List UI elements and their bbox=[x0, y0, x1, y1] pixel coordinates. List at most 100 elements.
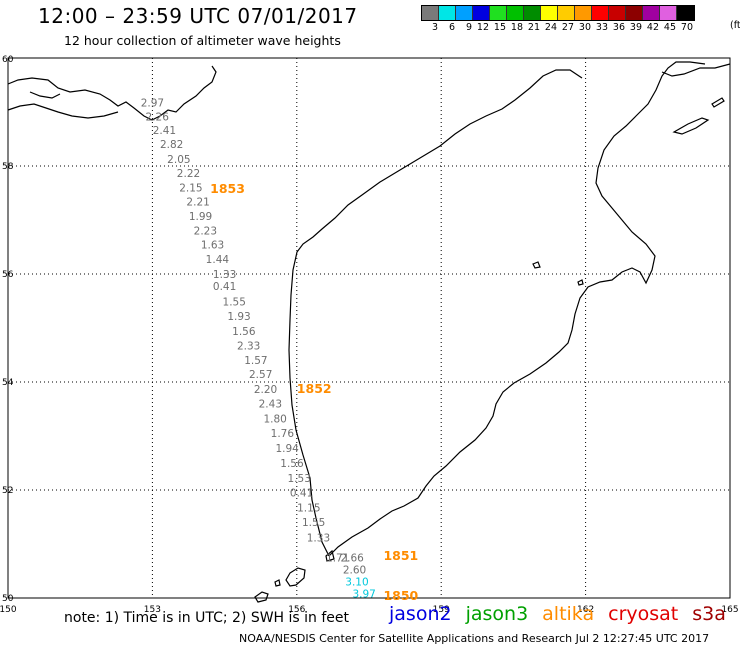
scale-label: 24 bbox=[544, 22, 557, 33]
wave-height-reading: 2.97 bbox=[141, 98, 164, 110]
wave-height-reading: 2.05 bbox=[167, 154, 190, 166]
scale-swatch bbox=[524, 6, 541, 20]
pass-time-label: 1852 bbox=[297, 381, 332, 396]
longitude-tick-label: 159 bbox=[433, 605, 450, 615]
wave-height-reading: 0.41 bbox=[290, 487, 313, 499]
axis-labels: 150 153 156 159 162 165 60 58 56 54 52 50 bbox=[0, 55, 739, 615]
pass-time-label: 1851 bbox=[383, 548, 418, 563]
wave-height-reading: 0.41 bbox=[213, 281, 236, 293]
scale-label: 3 bbox=[431, 22, 438, 33]
scale-swatch bbox=[473, 6, 490, 20]
wave-height-reading: 1.55 bbox=[223, 296, 246, 308]
scale-label: 45 bbox=[663, 22, 676, 33]
scale-swatch bbox=[541, 6, 558, 20]
scale-swatch bbox=[558, 6, 575, 20]
satellite-label-altika: altika bbox=[542, 603, 595, 625]
wave-height-reading: 1.99 bbox=[189, 211, 212, 223]
wave-height-reading: 2.57 bbox=[249, 369, 272, 381]
wave-height-reading: 1.63 bbox=[201, 240, 224, 252]
satellite-track: 2.97 2.262.41 2.82 2.05 2.22 2.15 2.21 1.99 2.23… bbox=[141, 98, 419, 604]
scale-swatch bbox=[422, 6, 439, 20]
coastline bbox=[7, 61, 731, 603]
kamchatka-peninsula-cape bbox=[661, 63, 731, 77]
satellite-label-s3a: s3a bbox=[692, 603, 726, 625]
pass-time-label: 1850 bbox=[383, 588, 418, 603]
wave-height-reading: 2.21 bbox=[186, 196, 209, 208]
latitude-tick-label: 50 bbox=[2, 594, 14, 604]
satellite-label-jason2: jason2 bbox=[389, 603, 452, 625]
map-frame bbox=[7, 57, 731, 599]
wave-height-reading: 2.15 bbox=[179, 182, 202, 194]
east-coast-islet bbox=[577, 279, 584, 286]
wave-height-reading: 1.80 bbox=[263, 414, 286, 426]
color-scale-labels: 3 6 9 12 15 18 21 24 27 30 33 36 39 42 45 70 bbox=[421, 22, 695, 33]
scale-label: 18 bbox=[510, 22, 523, 33]
latitude-tick-label: 58 bbox=[2, 162, 14, 172]
scale-label: 30 bbox=[578, 22, 591, 33]
wave-height-reading: 3.10 bbox=[345, 577, 368, 589]
scale-swatch bbox=[643, 6, 660, 20]
scale-swatch bbox=[626, 6, 643, 20]
wave-height-reading: 1.55 bbox=[302, 517, 325, 529]
scale-swatch bbox=[660, 6, 677, 20]
scale-label: 70 bbox=[680, 22, 693, 33]
wave-height-reading: 3.97 bbox=[352, 588, 375, 600]
nagaeva-bay bbox=[29, 91, 61, 99]
scale-label: 12 bbox=[476, 22, 489, 33]
paramushir-island bbox=[285, 567, 306, 587]
scale-label: 39 bbox=[629, 22, 642, 33]
wave-height-reading: 2.33 bbox=[237, 341, 260, 353]
wave-height-reading: 2.23 bbox=[194, 226, 217, 238]
scale-label: 6 bbox=[448, 22, 455, 33]
wave-height-reading: 2.41 bbox=[153, 125, 176, 137]
koni-peninsula bbox=[7, 103, 119, 119]
scale-swatch bbox=[490, 6, 507, 20]
scale-swatch bbox=[439, 6, 456, 20]
scale-swatch bbox=[507, 6, 524, 20]
wave-height-reading: 2.82 bbox=[160, 139, 183, 151]
wave-height-reading: 1.94 bbox=[275, 443, 299, 455]
wave-height-reading: 2.26 bbox=[146, 112, 170, 124]
page-title: 12:00 – 23:59 UTC 07/01/2017 bbox=[38, 4, 358, 28]
wave-height-reading: 2.66 bbox=[340, 552, 364, 564]
latitude-tick-label: 52 bbox=[2, 486, 13, 496]
footer-credit: NOAA/NESDIS Center for Satellite Applica… bbox=[239, 632, 710, 645]
magadan-coast bbox=[7, 65, 217, 121]
medny-island bbox=[711, 97, 725, 108]
wave-height-reading: 1.33 bbox=[307, 532, 330, 544]
karaginsky-islet bbox=[532, 261, 541, 269]
page-subtitle: 12 hour collection of altimeter wave hei… bbox=[64, 33, 341, 48]
kamchatka-west-coast bbox=[288, 69, 583, 557]
scale-label: 9 bbox=[465, 22, 472, 33]
scale-label: 42 bbox=[646, 22, 659, 33]
scale-label: 33 bbox=[595, 22, 608, 33]
satellite-label-cryosat: cryosat bbox=[608, 603, 679, 625]
scale-label: 15 bbox=[493, 22, 506, 33]
scale-swatch bbox=[677, 6, 694, 20]
wave-height-reading: 1.33 bbox=[213, 269, 236, 281]
color-scale-bar bbox=[421, 5, 695, 21]
map-note: note: 1) Time is in UTC; 2) SWH is in fe… bbox=[64, 610, 350, 626]
bering-island bbox=[672, 117, 710, 135]
longitude-tick-label: 153 bbox=[144, 605, 161, 615]
satellite-label-jason3: jason3 bbox=[465, 603, 529, 625]
longitude-tick-label: 150 bbox=[0, 605, 17, 615]
atlasov-island bbox=[274, 579, 281, 587]
wave-height-reading: 1.56 bbox=[232, 326, 256, 338]
wave-height-reading: 1.44 bbox=[206, 254, 230, 266]
wave-height-reading: 1.15 bbox=[297, 503, 320, 515]
wave-height-reading: 1.53 bbox=[288, 473, 311, 485]
map-grid bbox=[7, 57, 731, 599]
scale-label: 36 bbox=[612, 22, 625, 33]
kamchatka-east-coast bbox=[328, 61, 706, 557]
wave-height-reading: 1.56 bbox=[280, 458, 304, 470]
wave-height-reading: 1.93 bbox=[227, 311, 250, 323]
scale-label: 27 bbox=[561, 22, 574, 33]
longitude-tick-label: 156 bbox=[288, 605, 305, 615]
scale-swatch bbox=[609, 6, 626, 20]
wave-height-reading: 1.76 bbox=[271, 428, 295, 440]
wave-height-reading: 2.22 bbox=[177, 168, 200, 180]
satellite-legend: jason2 jason3 altika cryosat s3a bbox=[389, 603, 726, 625]
